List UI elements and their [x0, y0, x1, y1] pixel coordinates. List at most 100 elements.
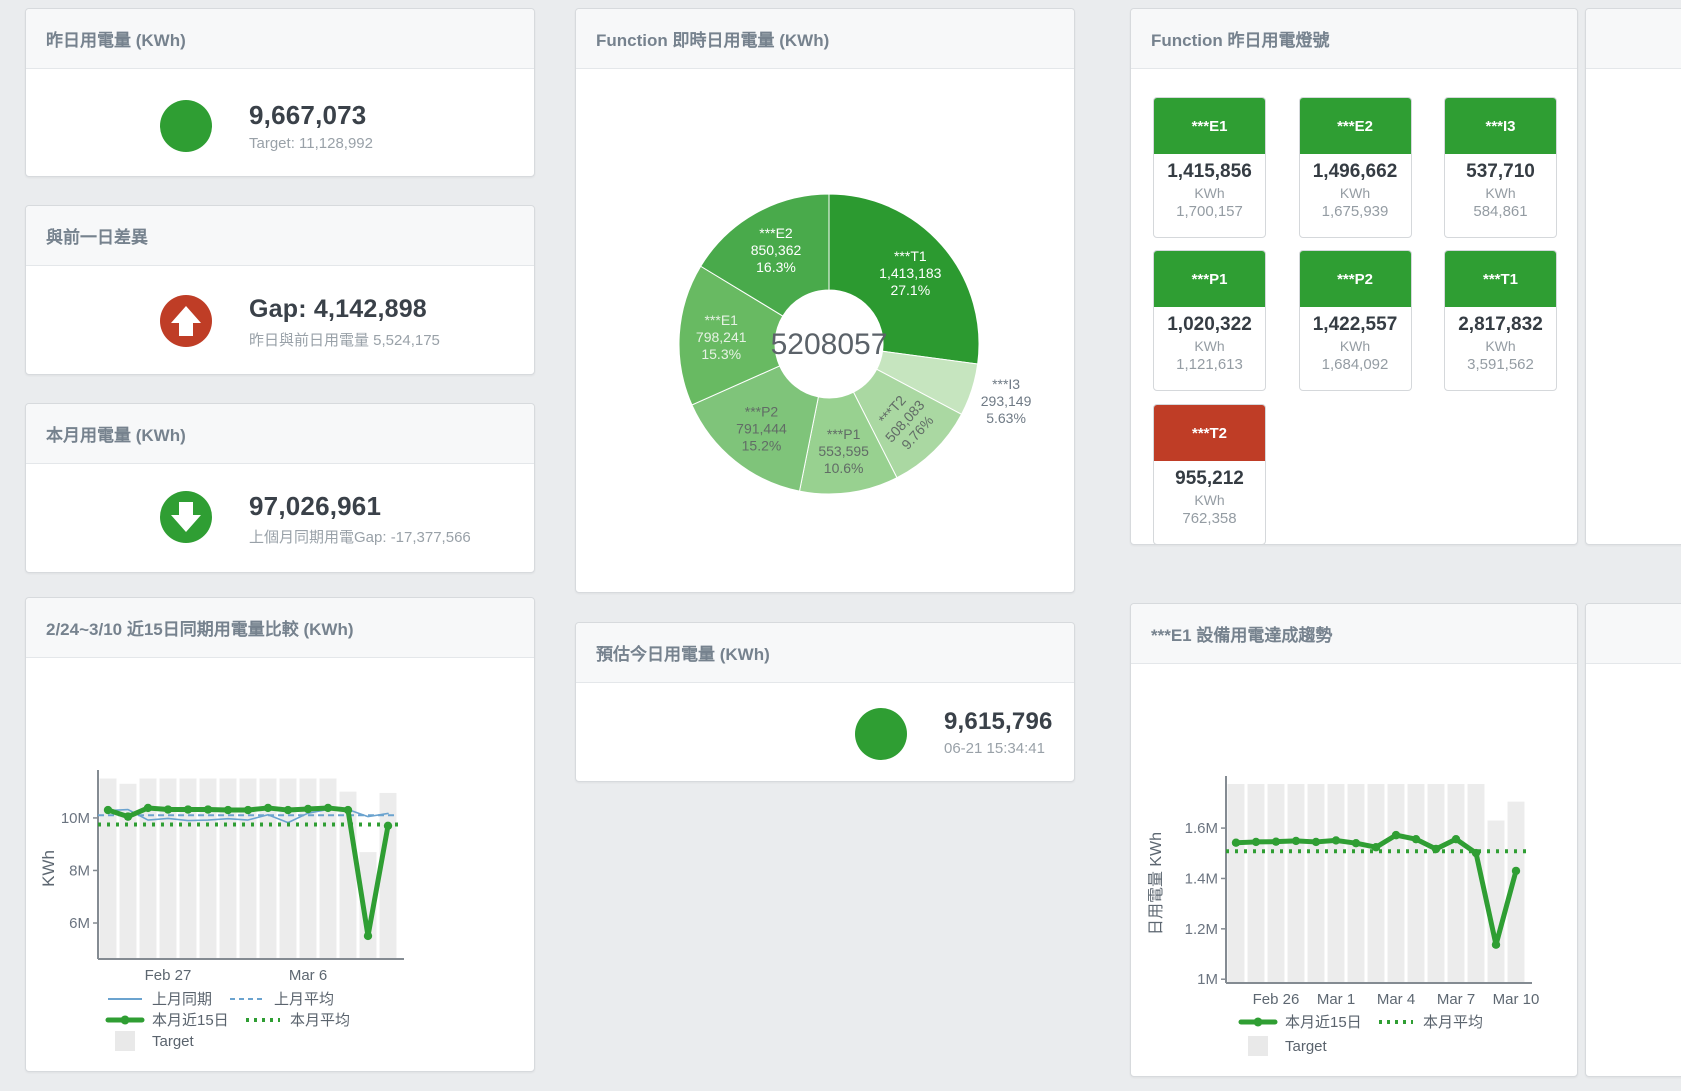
day-gap-value: Gap: 4,142,898: [249, 295, 427, 323]
target-bar: [1387, 784, 1405, 983]
donut-slice-t1[interactable]: [828, 193, 980, 365]
legend-item-本月平均[interactable]: 本月平均: [246, 1012, 350, 1029]
y-axis-title: 日用電量 KWh: [1148, 832, 1165, 935]
tile-target: 1,675,939: [1321, 203, 1389, 220]
data-point: [103, 805, 113, 815]
target-bar: [379, 792, 397, 959]
tile-value: 955,212: [1175, 468, 1244, 489]
data-point: [323, 803, 333, 813]
tile-status-header: ***I3: [1445, 98, 1556, 154]
card-cutoff-bottom: [1585, 603, 1681, 1077]
card-title: Function 昨日用電燈號: [1131, 9, 1577, 69]
card-title: [1586, 604, 1681, 664]
target-bar: [1507, 801, 1525, 983]
target-bar: [219, 778, 237, 959]
estimate-timestamp: 06-21 15:34:41: [944, 740, 1045, 758]
stat-text: 9,615,796 06-21 15:34:41: [944, 708, 1053, 758]
target-bar: [239, 778, 257, 959]
data-point: [183, 805, 193, 814]
day-gap-sub: 昨日與前日用電量 5,524,175: [249, 331, 440, 349]
card-estimate-today: 預估今日用電量 (KWh) 9,615,796 06-21 15:34:41: [575, 622, 1075, 782]
stat-text: Gap: 4,142,898 昨日與前日用電量 5,524,175: [249, 295, 440, 350]
svg-text:Target: Target: [1285, 1038, 1328, 1055]
data-point: [223, 805, 233, 815]
legend-item-本月平均[interactable]: 本月平均: [1379, 1014, 1483, 1031]
target-bar: [199, 778, 217, 959]
card-yesterday-usage: 昨日用電量 (KWh) 9,667,073 Target: 11,128,992: [25, 8, 535, 177]
tile-target: 584,861: [1473, 203, 1528, 220]
tile-target: 1,684,092: [1321, 356, 1389, 373]
svg-text:本月平均: 本月平均: [290, 1012, 350, 1029]
realtime-donut-chart: ***T1 1,413,183 27.1%***I3 293,149 5.63%***T…: [678, 193, 1032, 495]
lamp-tile-t2: ***T2 955,212 KWh 762,358: [1153, 404, 1266, 545]
card-title: 與前一日差異: [26, 206, 534, 266]
donut-slice-e1[interactable]: [678, 265, 784, 406]
donut-slice-e2[interactable]: [700, 193, 830, 317]
card-title-text: 昨日用電量 (KWh): [46, 31, 186, 50]
data-point: [1451, 834, 1461, 844]
legend-item-target[interactable]: Target: [115, 1031, 195, 1051]
tile-status-header: ***E1: [1154, 98, 1265, 154]
tile-unit: KWh: [1194, 492, 1225, 508]
legend-item-本月近15日[interactable]: 本月近15日: [105, 1012, 229, 1029]
data-point: [1491, 940, 1501, 949]
tile-target: 762,358: [1182, 510, 1237, 527]
tile-unit: KWh: [1339, 338, 1371, 354]
status-circle-icon: [855, 708, 907, 760]
tile-value: 1,020,322: [1167, 314, 1252, 335]
month-usage-value: 97,026,961: [249, 491, 382, 521]
legend-item-上月同期[interactable]: 上月同期: [108, 991, 212, 1008]
x-tick-label: Feb 26: [1253, 991, 1300, 1008]
donut-slice-p2[interactable]: [691, 365, 819, 492]
y-tick-label: 1.6M: [1185, 820, 1218, 837]
y-tick-label: 10M: [61, 810, 90, 827]
tile-value: 1,415,856: [1167, 161, 1252, 182]
data-point: [1431, 844, 1441, 854]
x-tick-label: Mar 10: [1493, 991, 1540, 1008]
x-tick-label: Mar 7: [1437, 991, 1475, 1008]
lamp-tile-p1: ***P1 1,020,322 KWh 1,121,613: [1153, 250, 1266, 391]
target-bar: [359, 852, 377, 959]
target-bar: [1487, 820, 1505, 983]
donut-center-total: 5208057: [771, 328, 888, 361]
data-point: [1391, 830, 1401, 840]
target-bar: [1287, 784, 1305, 983]
target-bar: [1227, 784, 1245, 983]
data-point: [1271, 837, 1281, 846]
lamp-tile-e2: ***E2 1,496,662 KWh 1,675,939: [1298, 97, 1412, 238]
arrow-down-circle-icon: [160, 491, 212, 543]
data-point: [203, 805, 213, 814]
card-title: 預估今日用電量 (KWh): [576, 623, 1074, 683]
tile-status-header: ***T2: [1154, 405, 1265, 461]
legend-item-本月近15日[interactable]: 本月近15日: [1238, 1014, 1362, 1031]
tile-value: 2,817,832: [1458, 314, 1543, 335]
data-point: [123, 812, 133, 821]
card-lamp-panel: Function 昨日用電燈號 ***E1 1,415,856 KWh 1,700,1…: [1130, 8, 1578, 545]
tile-target: 3,591,562: [1467, 356, 1534, 373]
tile-status-header: ***P1: [1154, 251, 1265, 307]
data-point: [143, 803, 153, 813]
tile-unit: KWh: [1194, 185, 1225, 201]
data-point: [363, 931, 373, 941]
card-title: 昨日用電量 (KWh): [26, 9, 534, 69]
legend-item-target[interactable]: Target: [1248, 1036, 1328, 1056]
svg-text:上月平均: 上月平均: [274, 991, 334, 1008]
yesterday-usage-target: Target: 11,128,992: [249, 134, 373, 152]
card-title-text: Function 昨日用電燈號: [1151, 31, 1330, 50]
x-tick-label: Feb 27: [145, 967, 192, 984]
tile-target: 1,121,613: [1176, 356, 1243, 373]
x-tick-label: Mar 6: [289, 967, 327, 984]
donut-label-p1: ***P1 553,595 10.6%: [818, 426, 869, 476]
target-bar: [179, 778, 197, 959]
card-title-text: 與前一日差異: [46, 228, 148, 247]
target-bar: [1347, 784, 1365, 983]
tile-value: 537,710: [1466, 161, 1535, 182]
data-point: [1511, 866, 1521, 876]
legend-item-上月平均[interactable]: 上月平均: [230, 991, 334, 1008]
y-tick-label: 1.2M: [1185, 921, 1218, 938]
x-tick-label: Mar 1: [1317, 991, 1355, 1008]
lamp-tile-e1: ***E1 1,415,856 KWh 1,700,157: [1153, 97, 1266, 238]
target-bar: [99, 778, 117, 959]
donut-label-t1: ***T1 1,413,183 27.1%: [879, 248, 941, 298]
